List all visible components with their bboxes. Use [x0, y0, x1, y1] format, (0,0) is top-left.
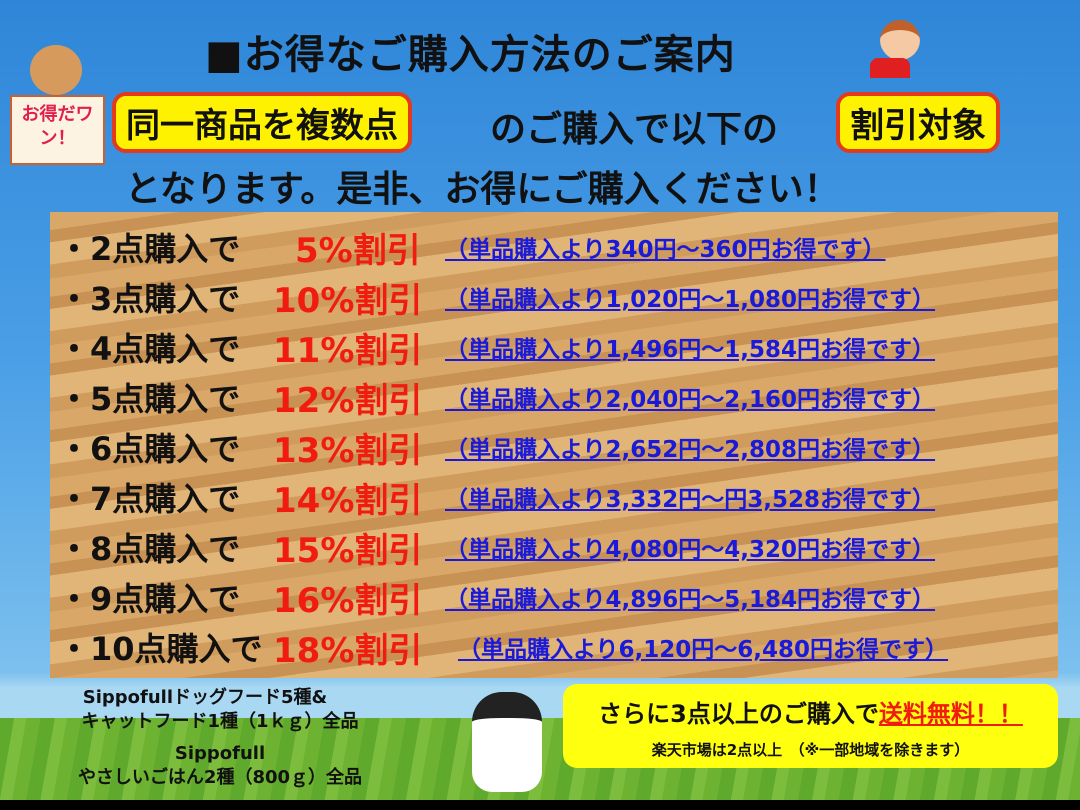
quantity-label: ・3点購入で — [58, 280, 241, 318]
quantity-label: ・10点購入で — [58, 630, 263, 668]
cartoon-dog-icon — [472, 692, 542, 792]
badge: お得だワン！ — [10, 95, 105, 165]
intro-line: のご購入で以下の — [490, 109, 779, 150]
discount-panel — [50, 212, 1058, 678]
dog-mascot-icon — [30, 45, 82, 95]
savings-note: （単品購入より3,332円〜円3,528お得です） — [445, 487, 936, 513]
page-title: ■お得なご購入方法のご案内 — [205, 32, 736, 78]
discount-rate: 18%割引 — [273, 630, 423, 671]
quantity-label: ・8点購入で — [58, 530, 241, 568]
discount-rate: 13%割引 — [273, 430, 423, 471]
discount-row: ・9点購入で 16%割引 （単品購入より4,896円〜5,184円お得です） — [58, 572, 935, 622]
discount-rate: 15%割引 — [273, 530, 423, 571]
free-shipping: 送料無料！！ — [878, 700, 1023, 728]
savings-note: （単品購入より1,496円〜1,584円お得です） — [445, 337, 936, 363]
woman-illustration-icon — [880, 20, 920, 60]
savings-note: （単品購入より1,020円〜1,080円お得です） — [445, 287, 936, 313]
woman-body-icon — [870, 58, 910, 78]
discount-row: ・7点購入で 14%割引 （単品購入より3,332円〜円3,528お得です） — [58, 472, 935, 522]
promo-main: さらに3点以上のご購入で — [598, 700, 879, 728]
savings-note: （単品購入より2,040円〜2,160円お得です） — [445, 387, 936, 413]
promo-sub: 楽天市場は2点以上 （※一部地域を除きます） — [651, 741, 970, 759]
promo-box: さらに3点以上のご購入で送料無料！！ 楽天市場は2点以上 （※一部地域を除きます… — [563, 684, 1058, 768]
savings-note: （単品購入より4,080円〜4,320円お得です） — [445, 537, 936, 563]
savings-note: （単品購入より340円〜360円お得です） — [445, 237, 886, 263]
quantity-label: ・6点購入で — [58, 430, 241, 468]
highlight-discount: 割引対象 — [836, 92, 1000, 153]
discount-row: ・4点購入で 11%割引 （単品購入より1,496円〜1,584円お得です） — [58, 322, 935, 372]
quantity-label: ・2点購入で — [58, 230, 241, 268]
discount-row: ・6点購入で 13%割引 （単品購入より2,652円〜2,808円お得です） — [58, 422, 935, 472]
quantity-label: ・9点購入で — [58, 580, 241, 618]
discount-row: ・5点購入で 12%割引 （単品購入より2,040円〜2,160円お得です） — [58, 372, 935, 422]
savings-note: （単品購入より6,120円〜6,480円お得です） — [458, 637, 949, 663]
product-line-1: Sippofullドッグフード5種& — [82, 687, 328, 708]
discount-rate: 12%割引 — [273, 380, 423, 421]
quantity-label: ・7点購入で — [58, 480, 241, 518]
savings-note: （単品購入より4,896円〜5,184円お得です） — [445, 587, 936, 613]
discount-row: ・3点購入で 10%割引 （単品購入より1,020円〜1,080円お得です） — [58, 272, 935, 322]
highlight-same-product: 同一商品を複数点 — [112, 92, 412, 153]
discount-row: ・2点購入で 5%割引 （単品購入より340円〜360円お得です） — [58, 222, 886, 272]
quantity-label: ・5点購入で — [58, 380, 241, 418]
discount-row: ・10点購入で 18%割引 （単品購入より6,120円〜6,480円お得です） — [58, 622, 948, 672]
discount-rate: 14%割引 — [273, 480, 423, 521]
product-line-2: キャットフード1種（1ｋｇ）全品 — [81, 711, 359, 732]
discount-rate: 5%割引 — [295, 230, 421, 271]
discount-rate: 10%割引 — [273, 280, 423, 321]
product-line-3: Sippofull — [174, 743, 266, 764]
savings-note: （単品購入より2,652円〜2,808円お得です） — [445, 437, 936, 463]
product-line-4: やさしいごはん2種（800ｇ）全品 — [77, 767, 363, 788]
discount-row: ・8点購入で 15%割引 （単品購入より4,080円〜4,320円お得です） — [58, 522, 935, 572]
discount-rate: 16%割引 — [273, 580, 423, 621]
quantity-label: ・4点購入で — [58, 330, 241, 368]
discount-rate: 11%割引 — [273, 330, 423, 371]
intro-line-2: となります。是非、お得にご購入ください！ — [125, 169, 840, 210]
